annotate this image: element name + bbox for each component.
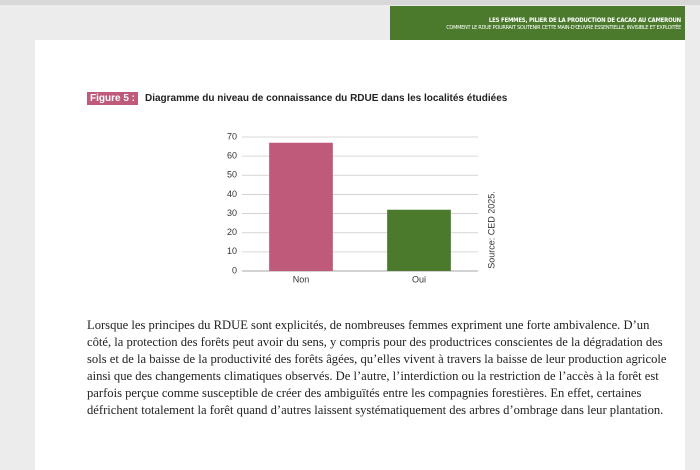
sheet	[35, 40, 685, 470]
header-subtitle: COMMENT LE RDUE POURRAIT SOUTENIR CETTE …	[446, 25, 681, 31]
y-tick-label: 50	[227, 170, 237, 180]
bar	[387, 209, 451, 271]
y-tick-label: 10	[227, 246, 237, 256]
y-tick-label: 30	[227, 208, 237, 218]
figure-caption: Diagramme du niveau de connaissance du R…	[145, 93, 508, 104]
paragraph: Lorsque les principes du RDUE sont expli…	[87, 318, 667, 418]
header: LES FEMMES, PILIER DE LA PRODUCTION DE C…	[390, 6, 685, 40]
bar	[269, 142, 333, 271]
y-tick-label: 40	[227, 189, 237, 199]
x-tick-label: Oui	[412, 274, 426, 284]
y-tick-label: 70	[227, 131, 237, 141]
source: Source: CED 2025.	[486, 191, 496, 269]
y-tick-label: 60	[227, 151, 237, 161]
y-tick-label: 0	[232, 265, 237, 275]
y-tick-label: 20	[227, 227, 237, 237]
x-tick-label: Non	[293, 274, 310, 284]
header-title: LES FEMMES, PILIER DE LA PRODUCTION DE C…	[488, 17, 681, 24]
figure-label: Figure 5 :	[87, 92, 139, 105]
top-bar	[0, 0, 700, 5]
